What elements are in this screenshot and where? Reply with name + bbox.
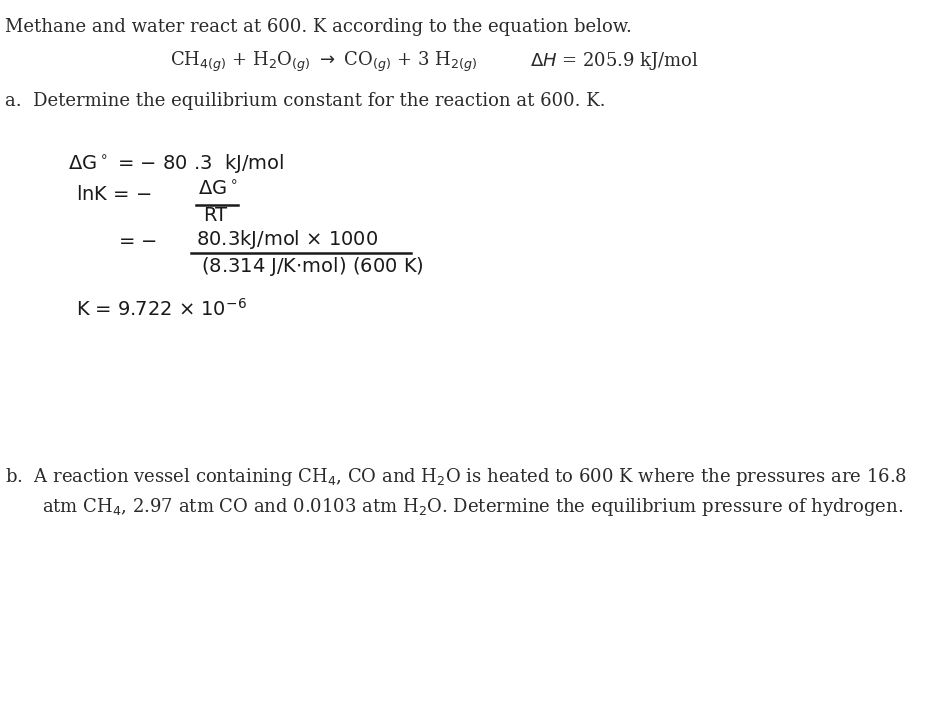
Text: RT: RT	[203, 206, 228, 225]
Text: $\Delta$G$^\circ$ = $-$ 80 .3  kJ/mol: $\Delta$G$^\circ$ = $-$ 80 .3 kJ/mol	[68, 152, 285, 175]
Text: $\Delta$G$^\circ$: $\Delta$G$^\circ$	[198, 180, 238, 199]
Text: Methane and water react at 600. K according to the equation below.: Methane and water react at 600. K accord…	[5, 18, 632, 36]
Text: a.  Determine the equilibrium constant for the reaction at 600. K.: a. Determine the equilibrium constant fo…	[5, 92, 605, 110]
Text: 80.3kJ/mol $\times$ 1000: 80.3kJ/mol $\times$ 1000	[196, 228, 378, 251]
Text: (8.314 J/K$\cdot$mol) (600 K): (8.314 J/K$\cdot$mol) (600 K)	[201, 255, 424, 278]
Text: K = 9.722 $\times$ 10$^{-6}$: K = 9.722 $\times$ 10$^{-6}$	[76, 298, 247, 320]
Text: b.  A reaction vessel containing CH$_4$, CO and H$_2$O is heated to 600 K where : b. A reaction vessel containing CH$_4$, …	[5, 466, 906, 488]
Text: lnK = $-$: lnK = $-$	[76, 185, 151, 204]
Text: = $-$: = $-$	[118, 232, 157, 251]
Text: $\Delta\mathit{H}$ = 205.9 kJ/mol: $\Delta\mathit{H}$ = 205.9 kJ/mol	[530, 50, 699, 72]
Text: CH$_{4(g)}$ + H$_2$O$_{(g)}$ $\rightarrow$ CO$_{(g)}$ + 3 H$_{2(g)}$: CH$_{4(g)}$ + H$_2$O$_{(g)}$ $\rightarro…	[170, 50, 477, 74]
Text: atm CH$_4$, 2.97 atm CO and 0.0103 atm H$_2$O. Determine the equilibrium pressur: atm CH$_4$, 2.97 atm CO and 0.0103 atm H…	[42, 496, 903, 518]
